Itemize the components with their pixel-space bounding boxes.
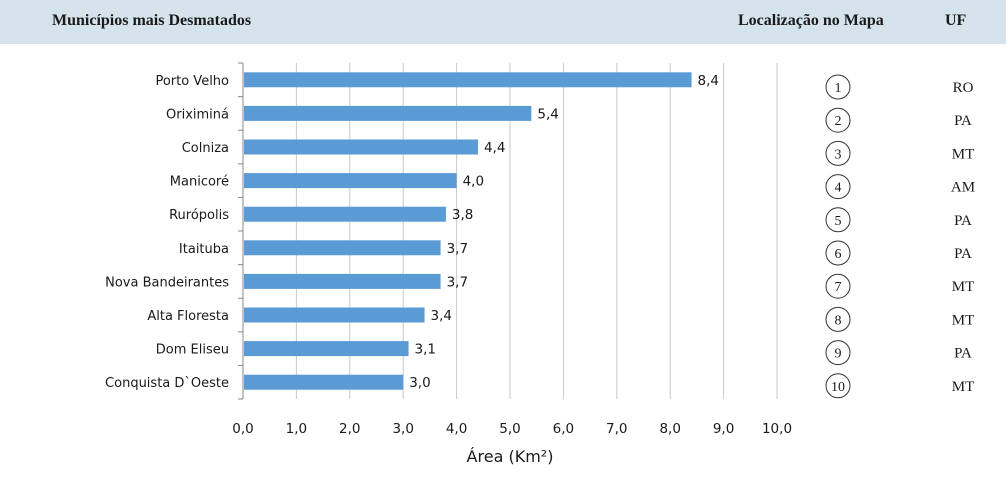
bar — [244, 341, 409, 357]
data-label: 3,4 — [431, 308, 452, 324]
header-bar — [0, 0, 1006, 44]
rank-circle — [825, 373, 851, 399]
rank-number: 10 — [831, 380, 845, 395]
uf-code: RO — [953, 80, 974, 96]
category-label: Rurópolis — [169, 208, 229, 223]
bar — [244, 374, 404, 390]
uf-code: MT — [952, 312, 975, 328]
rank-number: 7 — [835, 280, 842, 295]
data-label: 4,4 — [484, 140, 505, 156]
x-tick-label: 0,0 — [232, 421, 253, 437]
uf-code: PA — [954, 113, 972, 129]
uf-code: PA — [954, 346, 972, 362]
data-label: 3,1 — [415, 342, 436, 358]
data-label: 3,7 — [447, 241, 468, 257]
rank-circle — [825, 340, 851, 366]
bar — [244, 206, 446, 222]
uf-code: MT — [952, 146, 975, 162]
x-tick-label: 8,0 — [659, 421, 680, 437]
x-tick-label: 5,0 — [499, 421, 520, 437]
bar — [244, 72, 692, 88]
rank-number: 4 — [835, 181, 842, 196]
x-axis-title: Área (Km²) — [467, 447, 554, 466]
bar — [244, 307, 425, 323]
category-label: Alta Floresta — [147, 309, 229, 324]
rank-number: 8 — [835, 313, 842, 328]
bar — [244, 173, 457, 189]
uf-code: AM — [951, 180, 975, 196]
rank-circle — [825, 306, 851, 332]
bar — [244, 105, 532, 121]
category-label: Porto Velho — [155, 74, 229, 89]
rank-number: 1 — [835, 81, 842, 96]
data-label: 3,8 — [452, 207, 473, 223]
data-label: 4,0 — [463, 174, 484, 190]
chart-title: Municípios mais Desmatados — [52, 12, 252, 29]
rank-number: 6 — [835, 247, 842, 262]
category-label: Dom Eliseu — [156, 343, 229, 358]
data-label: 5,4 — [537, 106, 558, 122]
data-label: 3,7 — [447, 274, 468, 290]
x-tick-label: 10,0 — [762, 421, 792, 437]
location-column-header: Localização no Mapa — [738, 12, 884, 29]
x-tick-label: 3,0 — [392, 421, 413, 437]
uf-code: MT — [952, 379, 975, 395]
category-label: Conquista D`Oeste — [105, 376, 229, 391]
bar — [244, 273, 441, 289]
category-label: Colniza — [182, 141, 229, 156]
data-label: 8,4 — [698, 73, 719, 89]
x-tick-label: 1,0 — [286, 421, 307, 437]
x-tick-label: 9,0 — [713, 421, 734, 437]
x-tick-label: 6,0 — [553, 421, 574, 437]
rank-circle — [825, 107, 851, 133]
rank-circle — [825, 74, 851, 100]
uf-code: PA — [954, 213, 972, 229]
rank-circle — [825, 240, 851, 266]
category-label: Oriximiná — [166, 107, 229, 122]
rank-number: 3 — [835, 147, 842, 162]
category-label: Itaituba — [179, 242, 229, 257]
bar — [244, 240, 441, 256]
uf-code: MT — [952, 279, 975, 295]
uf-code: PA — [954, 246, 972, 262]
category-label: Nova Bandeirantes — [105, 275, 229, 290]
rank-circle — [825, 273, 851, 299]
category-label: Manicoré — [170, 175, 229, 190]
x-tick-label: 4,0 — [446, 421, 467, 437]
rank-number: 9 — [835, 347, 842, 362]
rank-number: 2 — [835, 114, 842, 129]
rank-circle — [825, 207, 851, 233]
bar — [244, 139, 478, 155]
rank-circle — [825, 140, 851, 166]
data-label: 3,0 — [409, 375, 430, 391]
uf-column-header: UF — [945, 12, 967, 29]
x-tick-label: 2,0 — [339, 421, 360, 437]
x-tick-label: 7,0 — [606, 421, 627, 437]
rank-number: 5 — [835, 214, 842, 229]
rank-circle — [825, 174, 851, 200]
